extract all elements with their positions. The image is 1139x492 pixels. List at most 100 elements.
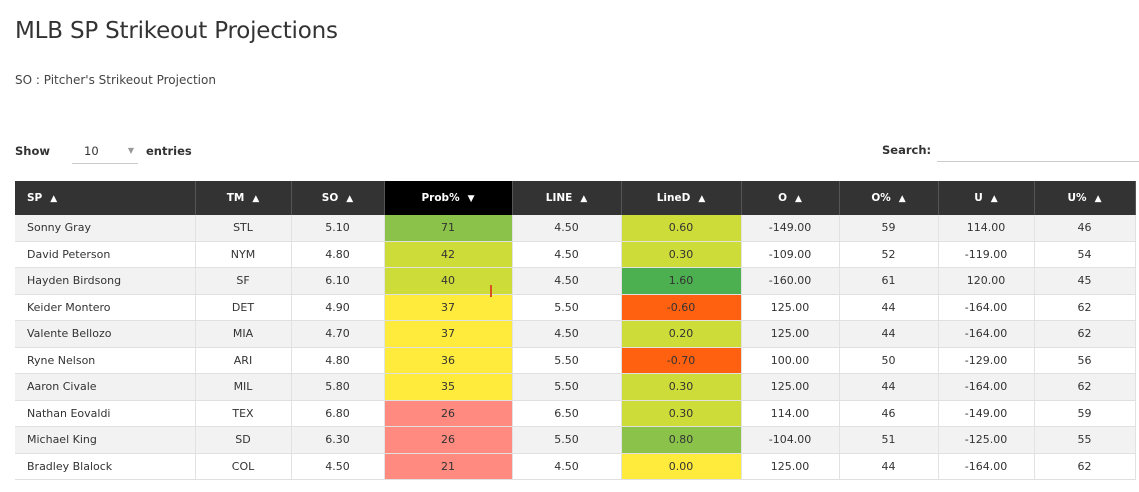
cell-prob: 37 — [384, 320, 513, 348]
cell-lined: -0.60 — [621, 294, 742, 321]
cell-tm: STL — [195, 215, 292, 242]
column-header-sp[interactable]: SP ▲ — [15, 181, 196, 215]
cell-o: 125.00 — [741, 453, 840, 480]
cell-tm: SF — [195, 267, 292, 295]
cell-o: 125.00 — [741, 294, 840, 321]
column-header-prob[interactable]: Prob% ▼ — [384, 181, 513, 215]
cell-o: -109.00 — [741, 241, 840, 268]
sort-asc-icon: ▲ — [346, 194, 354, 204]
table-row: Ryne Nelson ARI 4.80 36 5.50 -0.70 100.00 50 -12… — [15, 347, 1136, 374]
column-header-o[interactable]: O% ▲ — [839, 181, 939, 215]
cell-so: 4.50 — [291, 453, 385, 480]
cell-upct: 59 — [1034, 400, 1136, 427]
cell-prob: 37 — [384, 294, 513, 321]
cell-line: 4.50 — [512, 267, 622, 295]
cell-prob: 42 — [384, 241, 513, 268]
column-header-tm[interactable]: TM ▲ — [195, 181, 292, 215]
cell-opct: 50 — [839, 347, 939, 374]
table-header-row: SP ▲ TM ▲ SO ▲ Prob% ▼ LINE ▲ LineD ▲ O ▲ O% ▲ U ▲ U% ▲ — [15, 181, 1136, 215]
column-header-label: U% — [1067, 192, 1087, 204]
entries-label: entries — [146, 144, 192, 158]
table-row: Bradley Blalock COL 4.50 21 4.50 0.00 125.00 44… — [15, 453, 1136, 480]
cell-upct: 54 — [1034, 241, 1136, 268]
column-header-so[interactable]: SO ▲ — [291, 181, 385, 215]
cell-sp: Michael King — [15, 426, 196, 454]
cell-line: 5.50 — [512, 426, 622, 454]
sort-asc-icon: ▲ — [795, 194, 802, 204]
sort-asc-icon: ▲ — [50, 194, 58, 204]
cell-prob: 21 — [384, 453, 513, 480]
search-label: Search: — [882, 142, 932, 157]
column-header-label: O% — [871, 192, 891, 204]
cell-sp: Aaron Civale — [15, 373, 196, 401]
cell-line: 4.50 — [512, 453, 622, 480]
cell-line: 4.50 — [512, 320, 622, 348]
cell-so: 6.80 — [291, 400, 385, 427]
column-header-lined[interactable]: LineD ▲ — [621, 181, 742, 215]
cell-tm: NYM — [195, 241, 292, 268]
column-header-line[interactable]: LINE ▲ — [512, 181, 622, 215]
cell-line: 6.50 — [512, 400, 622, 427]
cell-upct: 45 — [1034, 267, 1136, 295]
cell-line: 4.50 — [512, 215, 622, 242]
cell-tm: DET — [195, 294, 292, 321]
cell-upct: 62 — [1034, 373, 1136, 401]
cell-o: -160.00 — [741, 267, 840, 295]
cell-u: 120.00 — [938, 267, 1035, 295]
cell-lined: 0.60 — [621, 215, 742, 242]
cell-sp: Hayden Birdsong — [15, 267, 196, 295]
cell-line: 5.50 — [512, 347, 622, 374]
cell-u: -164.00 — [938, 453, 1035, 480]
sort-asc-icon: ▲ — [252, 194, 260, 204]
column-header-label: SP — [27, 192, 43, 204]
sort-asc-icon: ▲ — [698, 194, 706, 204]
cell-so: 4.90 — [291, 294, 385, 321]
column-header-o[interactable]: O ▲ — [741, 181, 840, 215]
show-label: Show — [15, 144, 50, 158]
table-row: Aaron Civale MIL 5.80 35 5.50 0.30 125.00 44 -16… — [15, 373, 1136, 401]
sort-asc-icon: ▲ — [1094, 194, 1102, 204]
column-header-label: LINE — [545, 192, 573, 204]
cell-u: -149.00 — [938, 400, 1035, 427]
length-control: Show 10 ▼ entries — [15, 138, 192, 164]
cell-u: -119.00 — [938, 241, 1035, 268]
column-header-label: O — [778, 192, 787, 204]
cell-upct: 55 — [1034, 426, 1136, 454]
cell-line: 5.50 — [512, 294, 622, 321]
cell-opct: 44 — [839, 373, 939, 401]
cell-lined: 0.30 — [621, 373, 742, 401]
cell-u: -129.00 — [938, 347, 1035, 374]
search-input[interactable] — [937, 137, 1139, 162]
table-row: Hayden Birdsong SF 6.10 40 4.50 1.60 -160.00 61… — [15, 267, 1136, 295]
table-row: Valente Bellozo MIA 4.70 37 4.50 0.20 125.00 44… — [15, 320, 1136, 348]
page-length-value: 10 — [84, 143, 99, 158]
cell-opct: 46 — [839, 400, 939, 427]
table-row: David Peterson NYM 4.80 42 4.50 0.30 -109.00 52… — [15, 241, 1136, 268]
cell-opct: 44 — [839, 320, 939, 348]
cell-u: -164.00 — [938, 294, 1035, 321]
column-header-u[interactable]: U% ▲ — [1034, 181, 1136, 215]
cell-lined: 0.00 — [621, 453, 742, 480]
cell-u: -164.00 — [938, 373, 1035, 401]
cell-so: 4.80 — [291, 347, 385, 374]
cell-o: 125.00 — [741, 320, 840, 348]
cell-so: 5.80 — [291, 373, 385, 401]
sort-asc-icon: ▲ — [580, 194, 588, 204]
cell-lined: 0.30 — [621, 400, 742, 427]
page-length-select[interactable]: 10 ▼ — [72, 138, 138, 164]
cell-sp: Sonny Gray — [15, 215, 196, 242]
table-row: Sonny Gray STL 5.10 71 4.50 0.60 -149.00 59 114.… — [15, 215, 1136, 242]
cell-line: 5.50 — [512, 373, 622, 401]
cell-so: 6.10 — [291, 267, 385, 295]
cell-o: 114.00 — [741, 400, 840, 427]
cell-line: 4.50 — [512, 241, 622, 268]
cell-lined: 0.20 — [621, 320, 742, 348]
column-header-u[interactable]: U ▲ — [938, 181, 1035, 215]
cell-opct: 59 — [839, 215, 939, 242]
table-body: Sonny Gray STL 5.10 71 4.50 0.60 -149.00 59 114.… — [15, 215, 1136, 480]
cell-prob: 36 — [384, 347, 513, 374]
cell-lined: -0.70 — [621, 347, 742, 374]
cell-opct: 44 — [839, 453, 939, 480]
column-header-label: U — [974, 192, 983, 204]
cell-tm: TEX — [195, 400, 292, 427]
